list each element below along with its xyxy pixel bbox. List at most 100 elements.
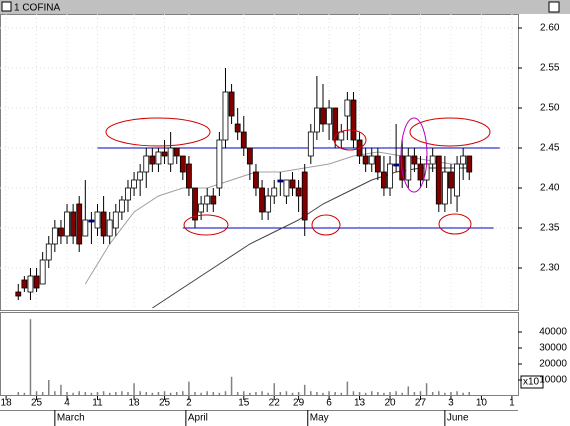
volume-tick-label: 20000 bbox=[539, 359, 567, 370]
candle-body bbox=[155, 151, 162, 165]
candle-body bbox=[88, 219, 95, 223]
candle-body bbox=[58, 227, 64, 237]
month-label: March bbox=[57, 413, 85, 424]
title-bar bbox=[0, 0, 570, 14]
y-tick-label: 2.30 bbox=[540, 263, 560, 274]
x-tick-label: 1 bbox=[509, 398, 515, 409]
candle-body bbox=[307, 131, 314, 157]
candle-body bbox=[253, 171, 259, 189]
candle-body bbox=[313, 107, 320, 133]
candle-body bbox=[417, 163, 424, 181]
chart-title: 1 COFINA bbox=[14, 3, 60, 14]
candle-body bbox=[45, 243, 52, 261]
candle-body bbox=[429, 155, 436, 165]
candle-body bbox=[320, 107, 326, 125]
month-label: April bbox=[188, 413, 208, 424]
candle-body bbox=[374, 155, 381, 173]
candle-body bbox=[283, 179, 290, 197]
y-tick-label: 2.50 bbox=[540, 103, 560, 114]
candle-body bbox=[173, 147, 180, 157]
candle-body bbox=[39, 259, 46, 285]
candle-body bbox=[161, 151, 168, 157]
candle-body bbox=[82, 219, 89, 237]
volume-tick-label: 10000 bbox=[539, 375, 567, 386]
candle-body bbox=[125, 187, 131, 201]
multiplier-box bbox=[520, 375, 544, 389]
candle-body bbox=[435, 155, 442, 205]
x-tick-label: 27 bbox=[415, 398, 427, 409]
x-tick-label: 6 bbox=[326, 398, 332, 409]
annotation-ellipse bbox=[438, 213, 472, 235]
y-tick-label: 2.60 bbox=[540, 23, 560, 34]
candle-body bbox=[368, 155, 375, 165]
candle-body bbox=[76, 203, 83, 245]
candle-body bbox=[381, 171, 387, 189]
x-tick-label: 13 bbox=[354, 398, 366, 409]
x-tick-label: 18 bbox=[1, 398, 13, 409]
candle-body bbox=[466, 155, 473, 173]
title-icon bbox=[1, 1, 12, 12]
x-tick-label: 4 bbox=[64, 398, 70, 409]
candle-body bbox=[271, 187, 278, 197]
candle-body bbox=[344, 99, 351, 117]
x-tick-label: 20 bbox=[384, 398, 396, 409]
annotation-ellipse bbox=[333, 129, 367, 151]
candle-body bbox=[289, 179, 296, 189]
candle-body bbox=[326, 107, 332, 125]
volume-multiplier: x10 bbox=[523, 377, 540, 388]
month-label: June bbox=[447, 413, 469, 424]
x-tick-label: 25 bbox=[159, 398, 171, 409]
price-panel bbox=[0, 14, 519, 311]
candle-body bbox=[118, 199, 125, 213]
candle-body bbox=[411, 155, 418, 165]
candle-body bbox=[51, 227, 58, 245]
annotation-ellipse bbox=[183, 214, 229, 236]
annotation-ellipse bbox=[409, 117, 491, 147]
candle-body bbox=[246, 147, 253, 165]
volume-panel bbox=[0, 312, 519, 396]
annotation-ellipse bbox=[105, 117, 211, 147]
y-tick-label: 2.55 bbox=[540, 63, 560, 74]
candle-body bbox=[149, 155, 156, 165]
candle-body bbox=[33, 275, 40, 289]
candle-body bbox=[112, 211, 119, 229]
y-tick-label: 2.45 bbox=[540, 143, 560, 154]
candle-body bbox=[295, 187, 302, 197]
candle-body bbox=[192, 187, 198, 221]
x-tick-label: 18 bbox=[129, 398, 141, 409]
candle-body bbox=[387, 163, 393, 189]
candle-body bbox=[167, 147, 174, 165]
candle-body bbox=[21, 279, 28, 289]
candle-body bbox=[94, 211, 101, 229]
candle-body bbox=[277, 179, 284, 183]
candle-body bbox=[301, 171, 308, 221]
y-tick-label: 2.35 bbox=[540, 223, 560, 234]
annotation-ellipse bbox=[400, 117, 428, 193]
x-tick-label: 3 bbox=[448, 398, 454, 409]
candle-body bbox=[210, 195, 217, 205]
candle-body bbox=[143, 155, 150, 173]
candle-body bbox=[204, 195, 211, 205]
candle-body bbox=[27, 275, 34, 293]
x-tick-label: 10 bbox=[476, 398, 488, 409]
candle-body bbox=[222, 91, 229, 141]
candle-body bbox=[405, 155, 412, 181]
candle-body bbox=[441, 171, 448, 205]
candle-body bbox=[393, 163, 400, 167]
candle-body bbox=[265, 195, 272, 213]
x-tick-label: 15 bbox=[238, 398, 250, 409]
candle-body bbox=[137, 171, 144, 181]
x-tick-label: 29 bbox=[293, 398, 305, 409]
candle-body bbox=[106, 219, 113, 237]
candle-body bbox=[131, 179, 137, 189]
x-tick-label: 11 bbox=[92, 398, 103, 409]
candle-body bbox=[179, 155, 186, 173]
window-button[interactable] bbox=[548, 1, 560, 13]
volume-tick-label: 30000 bbox=[539, 343, 567, 354]
x-tick-label: 25 bbox=[31, 398, 43, 409]
candle-body bbox=[64, 211, 70, 237]
volume-tick-label: 40000 bbox=[539, 327, 567, 338]
y-tick-label: 2.40 bbox=[540, 183, 560, 194]
candle-body bbox=[216, 139, 223, 189]
